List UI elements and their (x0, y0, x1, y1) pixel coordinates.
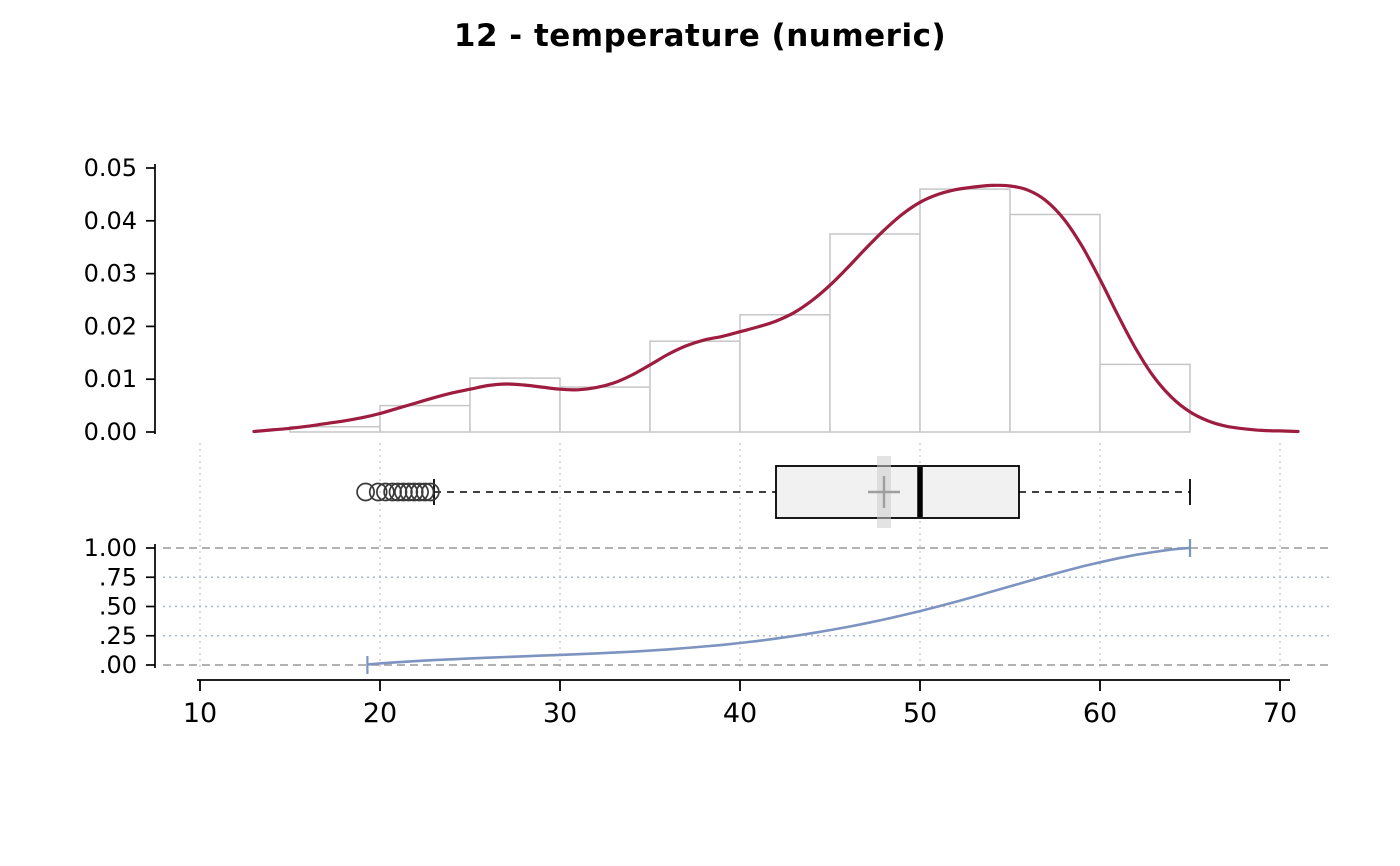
x-tick-label: 40 (723, 698, 757, 729)
x-tick-label: 10 (183, 698, 217, 729)
y-tick-label-top: 0.00 (84, 418, 137, 446)
histogram-bar (919, 188, 1011, 433)
x-tick-label: 50 (903, 698, 937, 729)
y-tick-label-bottom: 1.00 (84, 534, 137, 562)
x-tick-label: 70 (1263, 698, 1297, 729)
y-tick-label-top: 0.04 (84, 207, 137, 235)
outlier-circle (376, 482, 395, 502)
y-tick-label-top: 0.05 (84, 154, 137, 182)
y-tick-label-top: 0.02 (84, 312, 137, 340)
chart-title: 12 - temperature (numeric) (453, 18, 947, 54)
y-tick-label-bottom: .75 (99, 563, 137, 591)
histogram-bar (649, 340, 741, 433)
outlier-circle (410, 482, 429, 502)
x-tick-label: 30 (543, 698, 577, 729)
x-tick-label: 60 (1083, 698, 1117, 729)
outlier-circle (368, 482, 388, 502)
y-tick-label-bottom: .50 (99, 593, 137, 621)
histogram-bar (1009, 213, 1101, 433)
density-curve (252, 183, 1300, 434)
ecdf-line (367, 546, 1191, 666)
histogram-bar (829, 233, 921, 433)
histogram-bar (559, 386, 651, 433)
y-tick-label-top: 0.01 (84, 365, 137, 393)
histogram-bar (1099, 363, 1191, 433)
x-tick-label: 20 (363, 698, 397, 729)
outlier-circle (415, 482, 435, 502)
y-tick-label-bottom: .25 (99, 622, 137, 650)
y-tick-label-bottom: .00 (99, 651, 137, 679)
histogram-bar (739, 314, 831, 433)
outlier-circle (356, 482, 375, 502)
outlier-circle (421, 482, 440, 502)
y-tick-label-top: 0.03 (84, 260, 137, 288)
